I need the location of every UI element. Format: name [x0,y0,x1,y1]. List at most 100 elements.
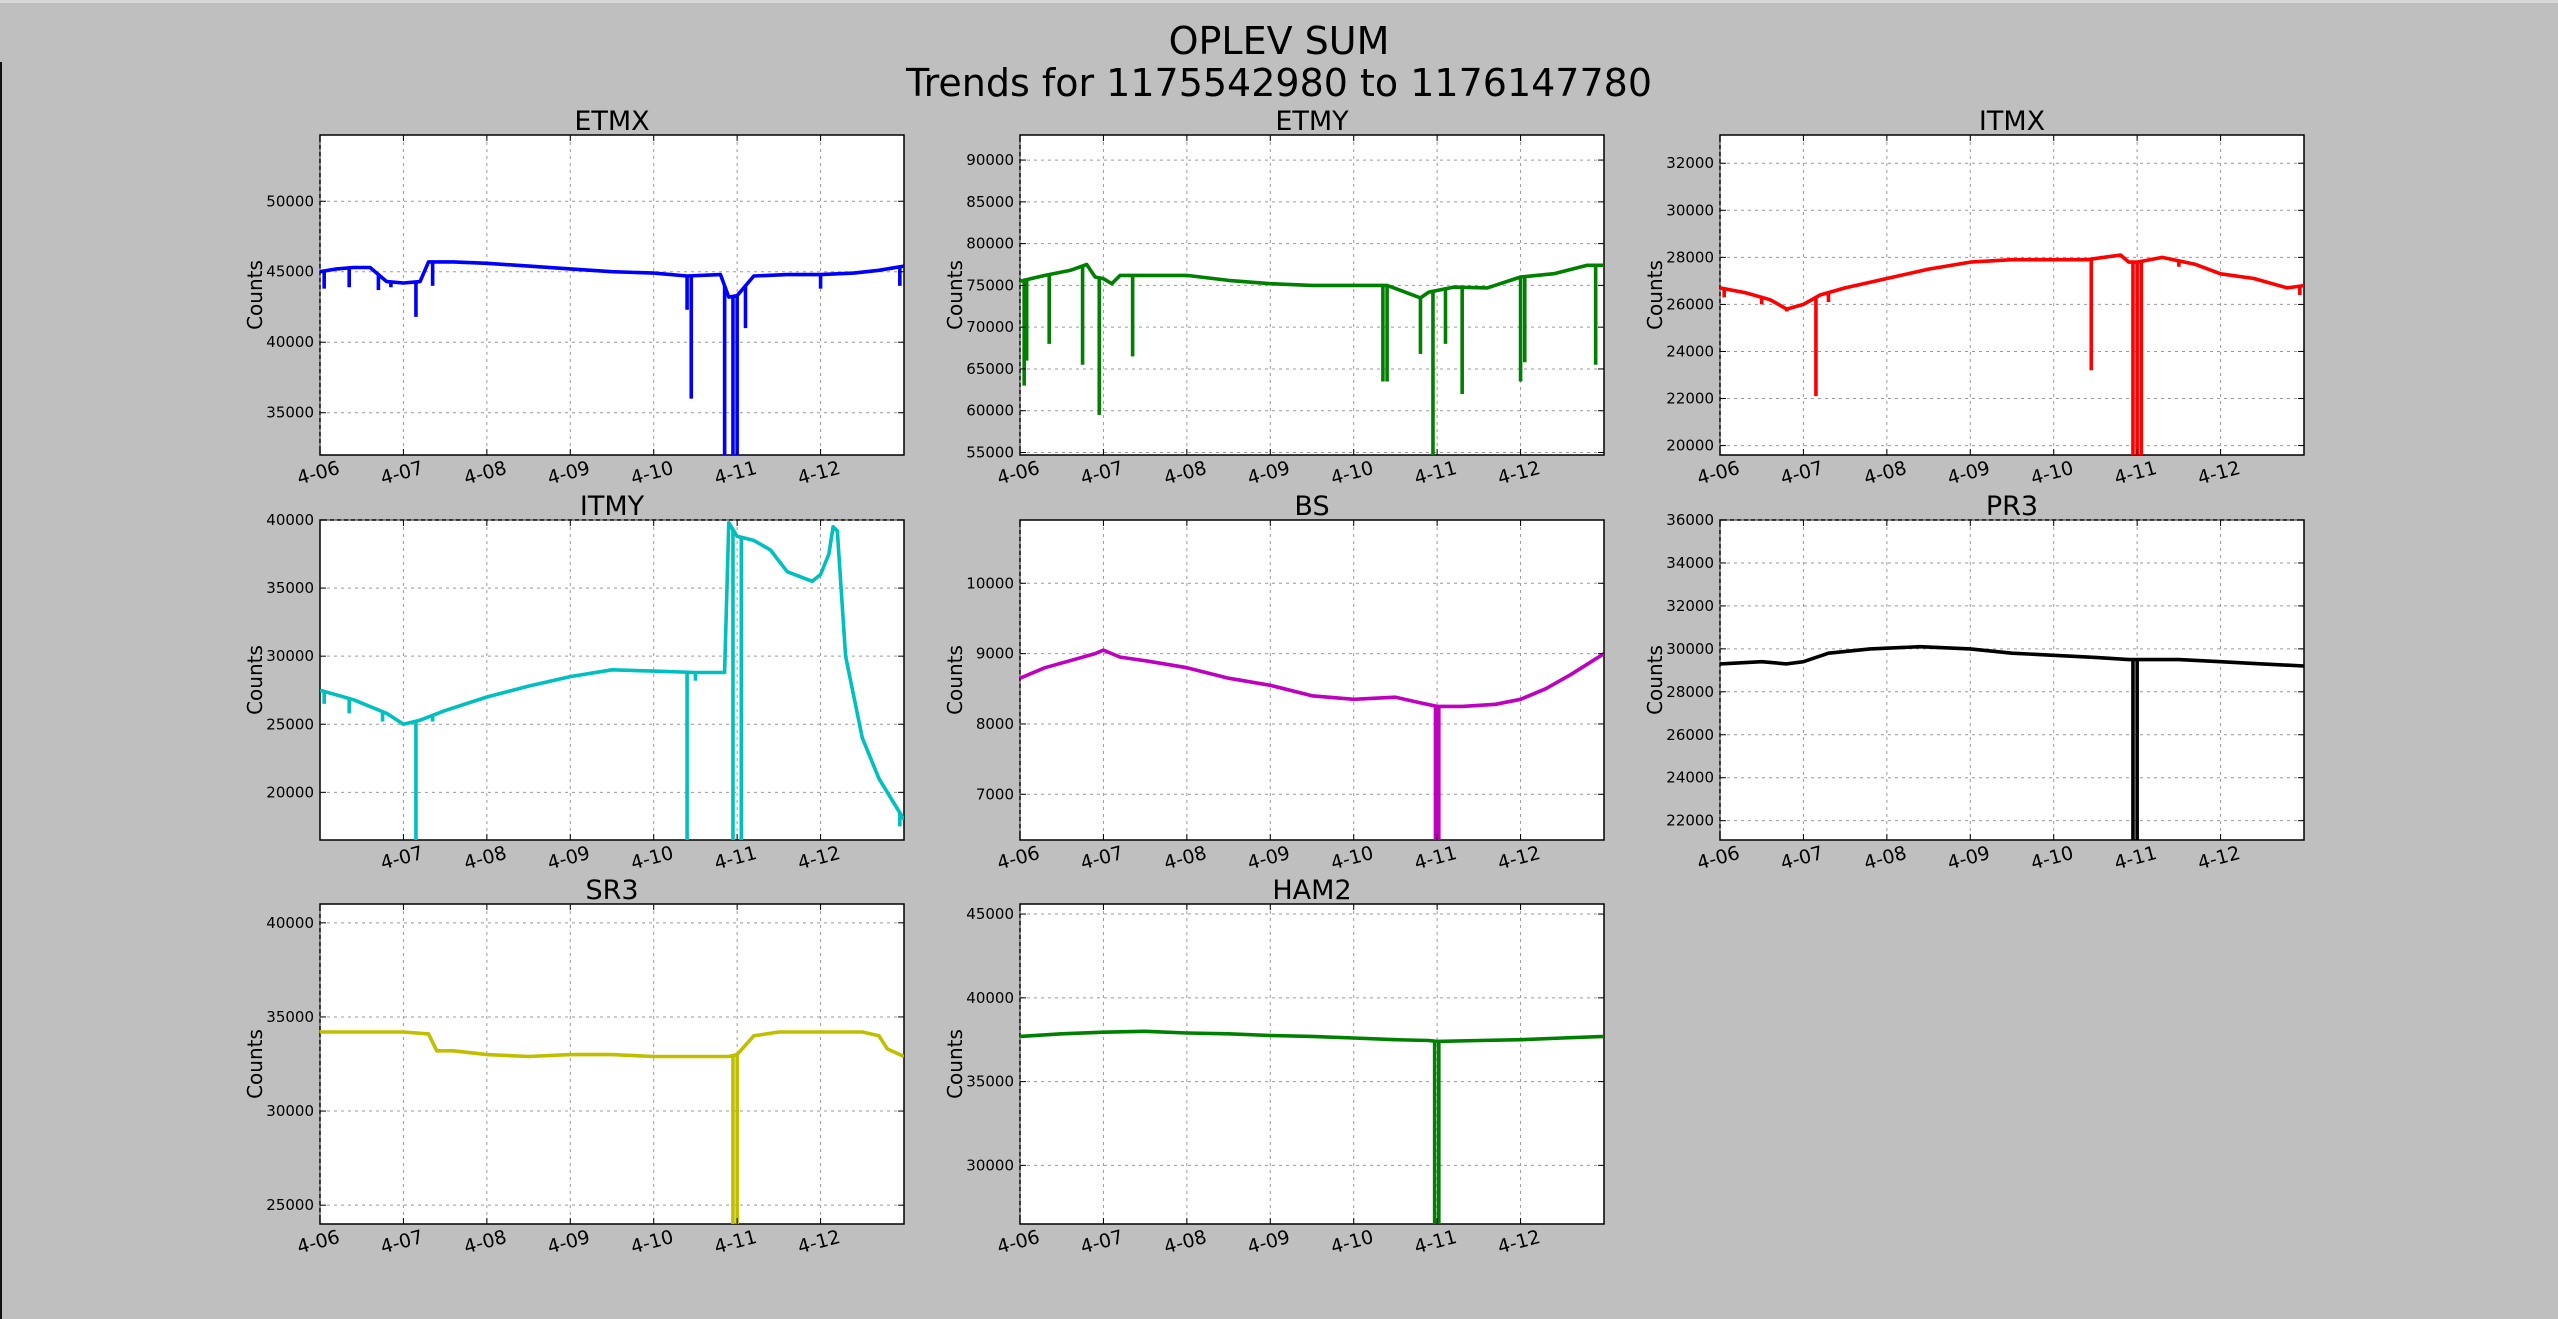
etmx-y-tick-label: 40000 [266,333,314,351]
itmx-y-tick-label: 24000 [1666,342,1714,360]
ham2-x-tick-label: 4-09 [1245,1226,1292,1258]
etmy-y-tick-label: 75000 [966,276,1014,294]
pr3-y-axis-label: Counts [1643,645,1667,715]
etmy-plot-area [1019,134,1605,456]
itmx-y-tick-label: 22000 [1666,390,1714,408]
pr3-x-tick-label: 4-06 [1695,842,1742,874]
sr3-x-tick-label: 4-11 [712,1226,759,1258]
itmx-y-axis-label: Counts [1643,260,1667,330]
itmx-y-tick-label: 28000 [1666,248,1714,266]
sr3-y-tick-label: 40000 [266,914,314,932]
ham2-x-tick-label: 4-07 [1078,1226,1125,1258]
window-top-edge [0,0,2558,3]
bs-x-tick-label: 4-09 [1245,842,1292,874]
ham2-plot-area [1019,903,1605,1225]
etmx-trend-line [320,260,904,299]
itmy-y-tick-label: 25000 [266,715,314,733]
pr3-x-tick-label: 4-08 [1862,842,1909,874]
chart-ham2: 30000 35000 40000 45000 4-06 4-07 4-08 4-09 4-10… [943,875,1605,1258]
pr3-x-tick-label: 4-10 [2028,842,2075,874]
etmx-x-tick-label: 4-11 [712,457,759,489]
etmy-y-axis-label: Counts [943,260,967,330]
pr3-y-tick-label: 36000 [1666,511,1714,529]
bs-x-tick-label: 4-08 [1162,842,1209,874]
sr3-x-tick-label: 4-10 [628,1226,675,1258]
itmx-x-tick-label: 4-07 [1778,457,1825,489]
itmx-series [1720,253,2304,455]
itmy-x-tick-label: 4-09 [545,842,592,874]
itmx-x-tick-label: 4-09 [1945,457,1992,489]
etmy-x-tick-label: 4-06 [995,457,1042,489]
sr3-x-tick-label: 4-07 [378,1226,425,1258]
ham2-series [1020,1029,1604,1224]
sr3-plot-area [319,903,905,1225]
chart-etmy: 55000 60000 65000 70000 75000 80000 85000 90000… [943,106,1605,489]
etmx-x-tick-label: 4-07 [378,457,425,489]
ham2-trend-line [1020,1029,1604,1044]
itmy-plot-area [319,519,905,841]
etmx-x-tick-label: 4-06 [295,457,342,489]
sr3-y-tick-label: 25000 [266,1196,314,1214]
itmy-y-tick-label: 35000 [266,579,314,597]
itmx-x-tick-label: 4-06 [1695,457,1742,489]
ham2-y-tick-label: 35000 [966,1073,1014,1091]
itmx-x-tick-label: 4-08 [1862,457,1909,489]
pr3-y-tick-label: 32000 [1666,597,1714,615]
itmy-x-tick-label: 4-10 [628,842,675,874]
figure-title: OPLEV SUM Trends for 1175542980 to 11761… [0,20,2558,104]
sr3-title: SR3 [585,875,638,906]
sr3-x-tick-label: 4-12 [795,1226,842,1258]
pr3-x-tick-label: 4-09 [1945,842,1992,874]
bs-y-axis-label: Counts [943,645,967,715]
etmx-title: ETMX [574,106,649,137]
sr3-x-tick-label: 4-08 [462,1226,509,1258]
etmy-x-tick-label: 4-11 [1412,457,1459,489]
sr3-x-tick-label: 4-06 [295,1226,342,1258]
etmx-x-tick-label: 4-09 [545,457,592,489]
etmy-x-tick-label: 4-10 [1328,457,1375,489]
etmy-x-tick-label: 4-09 [1245,457,1292,489]
etmy-x-tick-label: 4-08 [1162,457,1209,489]
bs-y-tick-label: 8000 [976,715,1014,733]
bs-y-tick-label: 10000 [966,574,1014,592]
itmx-title: ITMX [1979,106,2045,137]
itmx-plot-area [1719,134,2305,456]
itmy-series [320,520,904,840]
ham2-x-tick-label: 4-11 [1412,1226,1459,1258]
sr3-x-tick-label: 4-09 [545,1226,592,1258]
figure-title-line-1: OPLEV SUM [1168,19,1390,63]
bs-x-tick-label: 4-06 [995,842,1042,874]
etmy-y-tick-label: 55000 [966,443,1014,461]
etmx-y-tick-label: 45000 [266,263,314,281]
pr3-trend-line [1720,644,2304,668]
sr3-y-tick-label: 35000 [266,1008,314,1026]
pr3-y-tick-label: 24000 [1666,769,1714,787]
itmx-y-tick-label: 30000 [1666,201,1714,219]
itmy-x-tick-label: 4-11 [712,842,759,874]
etmy-y-tick-label: 80000 [966,235,1014,253]
itmx-x-tick-label: 4-11 [2112,457,2159,489]
itmy-y-tick-label: 20000 [266,783,314,801]
bs-x-tick-label: 4-12 [1495,842,1542,874]
bs-plot-area [1019,519,1605,841]
chart-bs: 7000 8000 9000 10000 4-06 4-07 4-08 4-09 4-10 4-1… [943,491,1605,874]
itmy-x-tick-label: 4-07 [378,842,425,874]
ham2-y-tick-label: 40000 [966,989,1014,1007]
ham2-x-tick-label: 4-08 [1162,1226,1209,1258]
pr3-title: PR3 [1986,491,2038,522]
itmy-x-tick-label: 4-08 [462,842,509,874]
etmy-x-tick-label: 4-07 [1078,457,1125,489]
itmy-x-tick-label: 4-12 [795,842,842,874]
itmy-trend-line [320,520,904,821]
etmy-y-tick-label: 90000 [966,151,1014,169]
etmy-y-tick-label: 70000 [966,318,1014,336]
itmx-x-tick-label: 4-10 [2028,457,2075,489]
itmx-y-tick-label: 32000 [1666,154,1714,172]
etmy-x-tick-label: 4-12 [1495,457,1542,489]
sr3-y-axis-label: Counts [243,1029,267,1099]
itmx-x-tick-label: 4-12 [2195,457,2242,489]
figure-title-line-2: Trends for 1175542980 to 1176147780 [905,61,1653,105]
bs-x-tick-label: 4-07 [1078,842,1125,874]
pr3-y-tick-label: 26000 [1666,726,1714,744]
sr3-y-tick-label: 30000 [266,1102,314,1120]
